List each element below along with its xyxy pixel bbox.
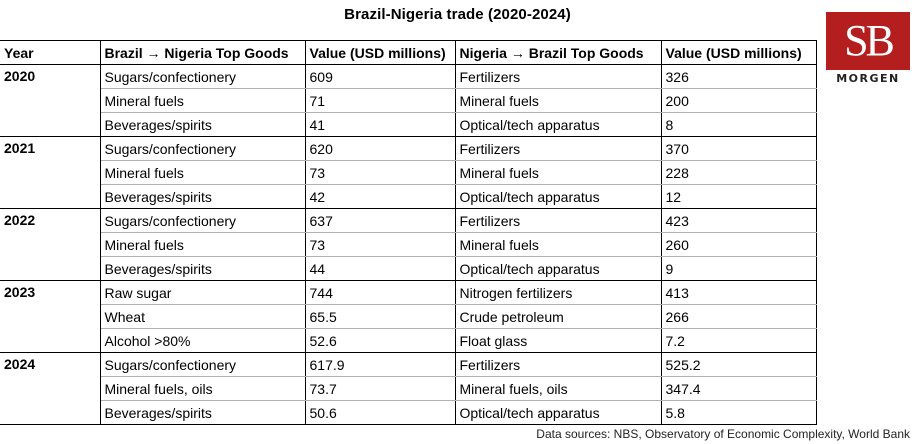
table-row: Beverages/spirits 42 Optical/tech apparatu… <box>0 184 817 209</box>
nigeria-good-cell: Optical/tech apparatus <box>454 112 662 137</box>
nigeria-value-cell: 525.2 <box>660 352 817 377</box>
brazil-good-cell: Mineral fuels <box>100 232 306 257</box>
data-sources-note: Data sources: NBS, Observatory of Econom… <box>536 427 910 441</box>
nigeria-value-cell: 5.8 <box>660 400 817 425</box>
table-header-row: Year Brazil → Nigeria Top Goods Value (U… <box>0 40 817 65</box>
table-row: 2023 Raw sugar 744 Nitrogen fertilizers 413 <box>0 280 817 353</box>
table-row: Mineral fuels, oils 73.7 Mineral fuels, oi… <box>0 376 817 401</box>
table-row: 2024 Sugars/confectionery 617.9 Fertilizers… <box>0 352 817 425</box>
table-row: 2021 Sugars/confectionery 620 Fertilizers 37… <box>0 136 817 209</box>
header-brazil-goods: Brazil → Nigeria Top Goods <box>99 40 306 65</box>
brazil-value-cell: 637 <box>304 208 456 233</box>
nigeria-value-cell: 413 <box>660 280 817 305</box>
table-row: Mineral fuels 73 Mineral fuels 228 <box>0 160 817 185</box>
brazil-good-cell: Beverages/spirits <box>100 400 306 425</box>
nigeria-value-cell: 7.2 <box>660 328 817 353</box>
brazil-good-cell: Sugars/confectionery <box>99 208 306 233</box>
nigeria-value-cell: 8 <box>660 112 817 137</box>
table-row: 2022 Sugars/confectionery 637 Fertilizers 42… <box>0 208 817 281</box>
table-row: Mineral fuels 73 Mineral fuels 260 <box>0 232 817 257</box>
brazil-good-cell: Mineral fuels <box>100 88 306 113</box>
nigeria-good-cell: Fertilizers <box>454 352 662 377</box>
nigeria-good-cell: Mineral fuels, oils <box>454 376 662 401</box>
nigeria-good-cell: Optical/tech apparatus <box>454 400 662 425</box>
brazil-good-cell: Alcohol >80% <box>100 328 306 353</box>
year-cell: 2022 <box>0 208 101 281</box>
nigeria-good-cell: Optical/tech apparatus <box>454 184 662 209</box>
sb-morgen-logo: SB <box>826 12 910 70</box>
page-title: Brazil-Nigeria trade (2020-2024) <box>344 6 571 23</box>
nigeria-good-cell: Crude petroleum <box>454 304 662 329</box>
table-row: Beverages/spirits 44 Optical/tech apparatu… <box>0 256 817 281</box>
year-cell: 2023 <box>0 280 101 353</box>
nigeria-good-cell: Fertilizers <box>454 208 662 233</box>
brazil-value-cell: 73.7 <box>304 376 456 401</box>
brazil-good-cell: Beverages/spirits <box>100 184 306 209</box>
brazil-value-cell: 52.6 <box>304 328 456 353</box>
nigeria-good-cell: Mineral fuels <box>454 160 662 185</box>
nigeria-value-cell: 260 <box>660 232 817 257</box>
brazil-good-cell: Wheat <box>100 304 306 329</box>
brazil-good-cell: Raw sugar <box>99 280 306 305</box>
brazil-value-cell: 617.9 <box>304 352 456 377</box>
nigeria-value-cell: 228 <box>660 160 817 185</box>
nigeria-value-cell: 370 <box>660 136 817 161</box>
trade-table: Year Brazil → Nigeria Top Goods Value (U… <box>0 40 817 425</box>
logo-wordmark: MORGEN <box>836 72 900 85</box>
nigeria-good-cell: Mineral fuels <box>454 88 662 113</box>
nigeria-value-cell: 347.4 <box>660 376 817 401</box>
brazil-good-cell: Beverages/spirits <box>100 112 306 137</box>
brazil-good-cell: Beverages/spirits <box>100 256 306 281</box>
brazil-value-cell: 65.5 <box>304 304 456 329</box>
brazil-value-cell: 50.6 <box>304 400 456 425</box>
table-row: 2020 Sugars/confectionery 609 Fertilizers 32… <box>0 64 817 137</box>
nigeria-good-cell: Fertilizers <box>454 64 662 89</box>
brazil-value-cell: 620 <box>304 136 456 161</box>
nigeria-value-cell: 12 <box>660 184 817 209</box>
nigeria-value-cell: 326 <box>660 64 817 89</box>
brazil-good-cell: Sugars/confectionery <box>99 64 306 89</box>
nigeria-good-cell: Fertilizers <box>454 136 662 161</box>
brazil-value-cell: 73 <box>304 232 456 257</box>
header-nigeria-goods: Nigeria → Brazil Top Goods <box>454 40 662 65</box>
header-brazil-value: Value (USD millions) <box>304 40 456 65</box>
table-row: Mineral fuels 71 Mineral fuels 200 <box>0 88 817 113</box>
year-cell: 2021 <box>0 136 101 209</box>
brazil-good-cell: Mineral fuels, oils <box>100 376 306 401</box>
table-body: 2020 Sugars/confectionery 609 Fertilizers 32… <box>0 64 817 425</box>
year-cell: 2024 <box>0 352 101 425</box>
nigeria-good-cell: Optical/tech apparatus <box>454 256 662 281</box>
brazil-value-cell: 44 <box>304 256 456 281</box>
brazil-value-cell: 41 <box>304 112 456 137</box>
brazil-value-cell: 73 <box>304 160 456 185</box>
nigeria-value-cell: 9 <box>660 256 817 281</box>
brazil-good-cell: Sugars/confectionery <box>99 136 306 161</box>
nigeria-good-cell: Float glass <box>454 328 662 353</box>
nigeria-good-cell: Nitrogen fertilizers <box>454 280 662 305</box>
brazil-value-cell: 42 <box>304 184 456 209</box>
table-row: Alcohol >80% 52.6 Float glass 7.2 <box>0 328 817 353</box>
nigeria-value-cell: 266 <box>660 304 817 329</box>
brazil-value-cell: 71 <box>304 88 456 113</box>
table-row: Wheat 65.5 Crude petroleum 266 <box>0 304 817 329</box>
brazil-good-cell: Sugars/confectionery <box>99 352 306 377</box>
header-year: Year <box>0 40 101 65</box>
nigeria-value-cell: 200 <box>660 88 817 113</box>
table-row: Beverages/spirits 50.6 Optical/tech appara… <box>0 400 817 425</box>
logo-monogram: SB <box>844 16 895 65</box>
header-nigeria-value: Value (USD millions) <box>660 40 817 65</box>
brazil-good-cell: Mineral fuels <box>100 160 306 185</box>
nigeria-good-cell: Mineral fuels <box>454 232 662 257</box>
brazil-value-cell: 744 <box>304 280 456 305</box>
table-row: Beverages/spirits 41 Optical/tech apparatu… <box>0 112 817 137</box>
nigeria-value-cell: 423 <box>660 208 817 233</box>
brazil-value-cell: 609 <box>304 64 456 89</box>
year-cell: 2020 <box>0 64 101 137</box>
